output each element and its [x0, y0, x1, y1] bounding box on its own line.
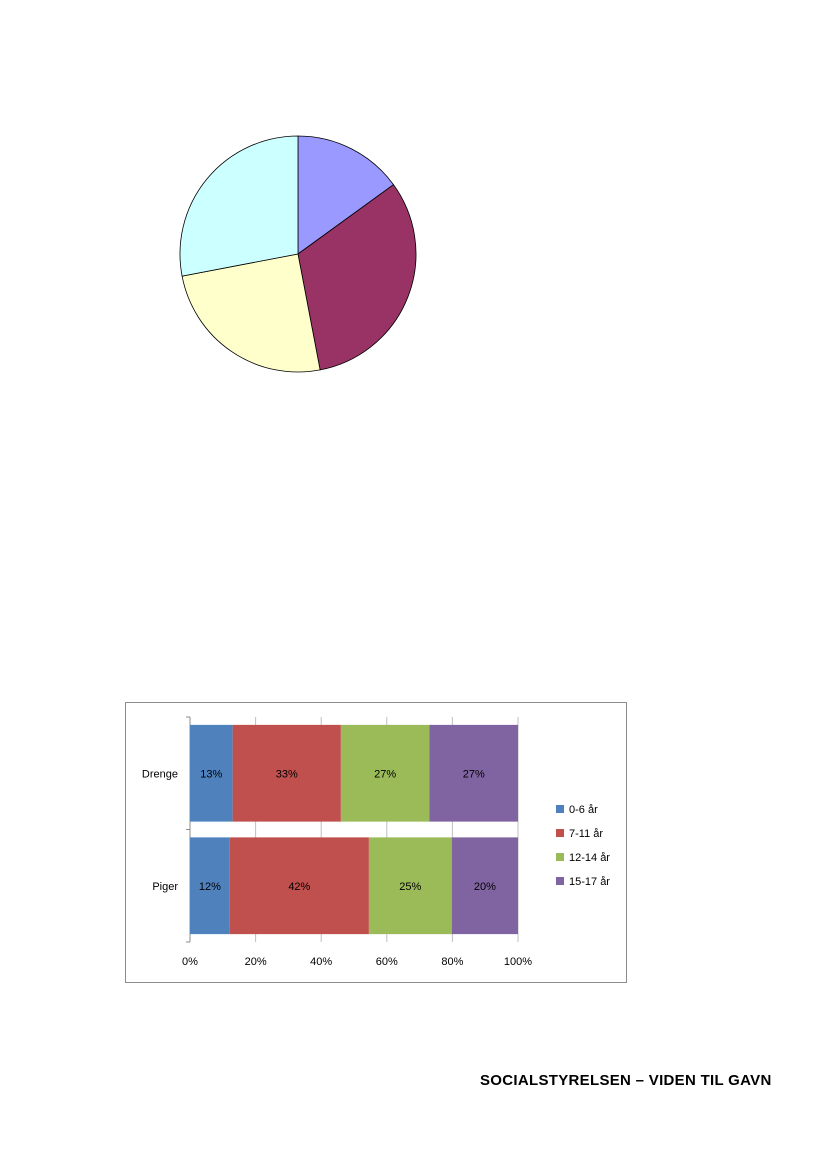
bar-segment-piger-1: [229, 837, 369, 935]
data-label: 25%: [399, 881, 421, 893]
age-distribution-pie-chart: [179, 135, 417, 373]
legend-swatch: [556, 853, 564, 861]
x-tick-label: 60%: [376, 956, 398, 968]
bar-segment-piger-3: [451, 837, 518, 935]
pie-slice-0: [297, 135, 395, 255]
x-tick-label: 40%: [310, 956, 332, 968]
bar-segment-drenge-3: [429, 724, 518, 822]
x-tick-label: 0%: [182, 956, 198, 968]
data-label: 33%: [276, 768, 298, 780]
data-label: 13%: [200, 768, 222, 780]
legend-swatch: [556, 877, 564, 885]
pie-slice-3: [179, 135, 299, 277]
x-tick-label: 20%: [245, 956, 267, 968]
gender-age-bar-chart: 0% 20% 40% 60% 80% 100% 13% 33% 27% 27% Drenge 12% 4…: [142, 716, 610, 968]
gender-age-bar-chart-frame: 0% 20% 40% 60% 80% 100% 13% 33% 27% 27% Drenge 12% 4…: [125, 702, 627, 983]
legend-label: 0-6 år: [569, 804, 598, 816]
category-label: Piger: [152, 881, 178, 893]
legend-swatch: [556, 829, 564, 837]
legend-label: 15-17 år: [569, 876, 610, 888]
bar-segment-drenge-0: [190, 724, 233, 822]
data-label: 12%: [199, 881, 221, 893]
bar-segment-drenge-2: [340, 724, 430, 822]
legend-swatch: [556, 805, 564, 813]
x-tick-label: 80%: [441, 956, 463, 968]
bar-segment-piger-2: [368, 837, 452, 935]
legend-label: 12-14 år: [569, 852, 610, 864]
legend-label: 7-11 år: [569, 828, 603, 840]
data-label: 42%: [288, 881, 310, 893]
data-label: 27%: [374, 768, 396, 780]
footer-tagline: SOCIALSTYRELSEN – VIDEN TIL GAVN: [480, 1072, 772, 1089]
data-label: 27%: [463, 768, 485, 780]
category-label: Drenge: [142, 768, 178, 780]
pie-slice-2: [181, 253, 321, 373]
pie-slice-1: [297, 184, 417, 371]
x-tick-label: 100%: [504, 956, 532, 968]
bar-segment-drenge-1: [232, 724, 341, 822]
bar-segment-piger-0: [190, 837, 230, 935]
data-label: 20%: [474, 881, 496, 893]
